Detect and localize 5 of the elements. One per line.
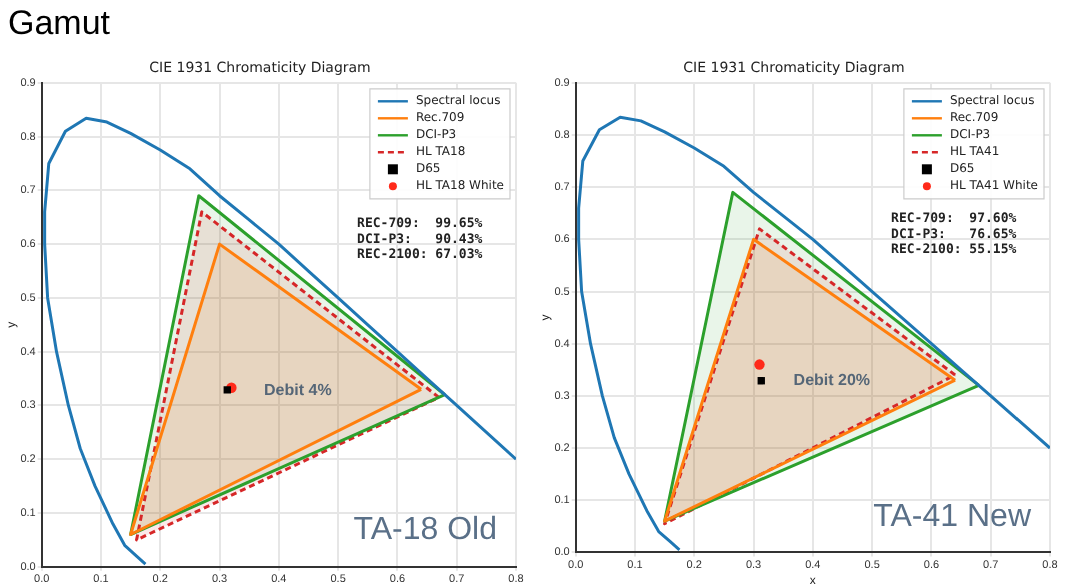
annotation: Debit 20% <box>793 371 871 390</box>
annotation: TA-41 New <box>873 499 1032 534</box>
annotation: TA-18 Old <box>353 513 498 548</box>
chart-title: Gamut <box>8 4 111 44</box>
annotation: Debit 4% <box>264 380 332 399</box>
